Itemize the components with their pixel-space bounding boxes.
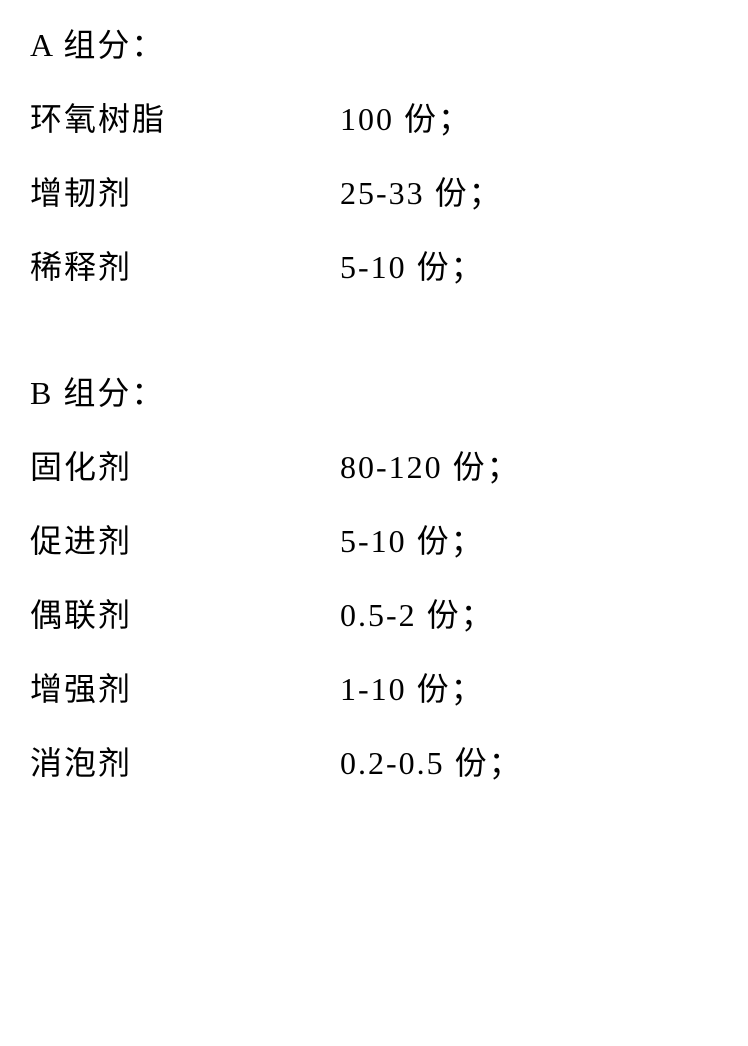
ingredient-label: 环氧树脂 (30, 94, 340, 140)
ingredient-value: 5-10 份； (340, 516, 718, 562)
table-row: 固化剂 80-120 份； (30, 442, 718, 488)
section-b: B 组分： 固化剂 80-120 份； 促进剂 5-10 份； 偶联剂 0.5-… (30, 368, 718, 784)
ingredient-value: 80-120 份； (340, 442, 718, 488)
ingredient-value: 5-10 份； (340, 242, 718, 288)
ingredient-value: 1-10 份； (340, 664, 718, 710)
section-a: A 组分： 环氧树脂 100 份； 增韧剂 25-33 份； 稀释剂 5-10 … (30, 20, 718, 288)
ingredient-label: 稀释剂 (30, 242, 340, 288)
ingredient-label: 偶联剂 (30, 590, 340, 636)
table-row: 偶联剂 0.5-2 份； (30, 590, 718, 636)
section-b-header: B 组分： (30, 368, 718, 414)
table-row: 稀释剂 5-10 份； (30, 242, 718, 288)
section-a-header: A 组分： (30, 20, 718, 66)
table-row: 促进剂 5-10 份； (30, 516, 718, 562)
table-row: 消泡剂 0.2-0.5 份； (30, 738, 718, 784)
ingredient-value: 0.2-0.5 份； (340, 738, 718, 784)
ingredient-label: 消泡剂 (30, 738, 340, 784)
ingredient-label: 增强剂 (30, 664, 340, 710)
table-row: 增韧剂 25-33 份； (30, 168, 718, 214)
table-row: 环氧树脂 100 份； (30, 94, 718, 140)
ingredient-label: 固化剂 (30, 442, 340, 488)
ingredient-value: 0.5-2 份； (340, 590, 718, 636)
ingredient-value: 25-33 份； (340, 168, 718, 214)
ingredient-label: 促进剂 (30, 516, 340, 562)
table-row: 增强剂 1-10 份； (30, 664, 718, 710)
ingredient-label: 增韧剂 (30, 168, 340, 214)
ingredient-value: 100 份； (340, 94, 718, 140)
